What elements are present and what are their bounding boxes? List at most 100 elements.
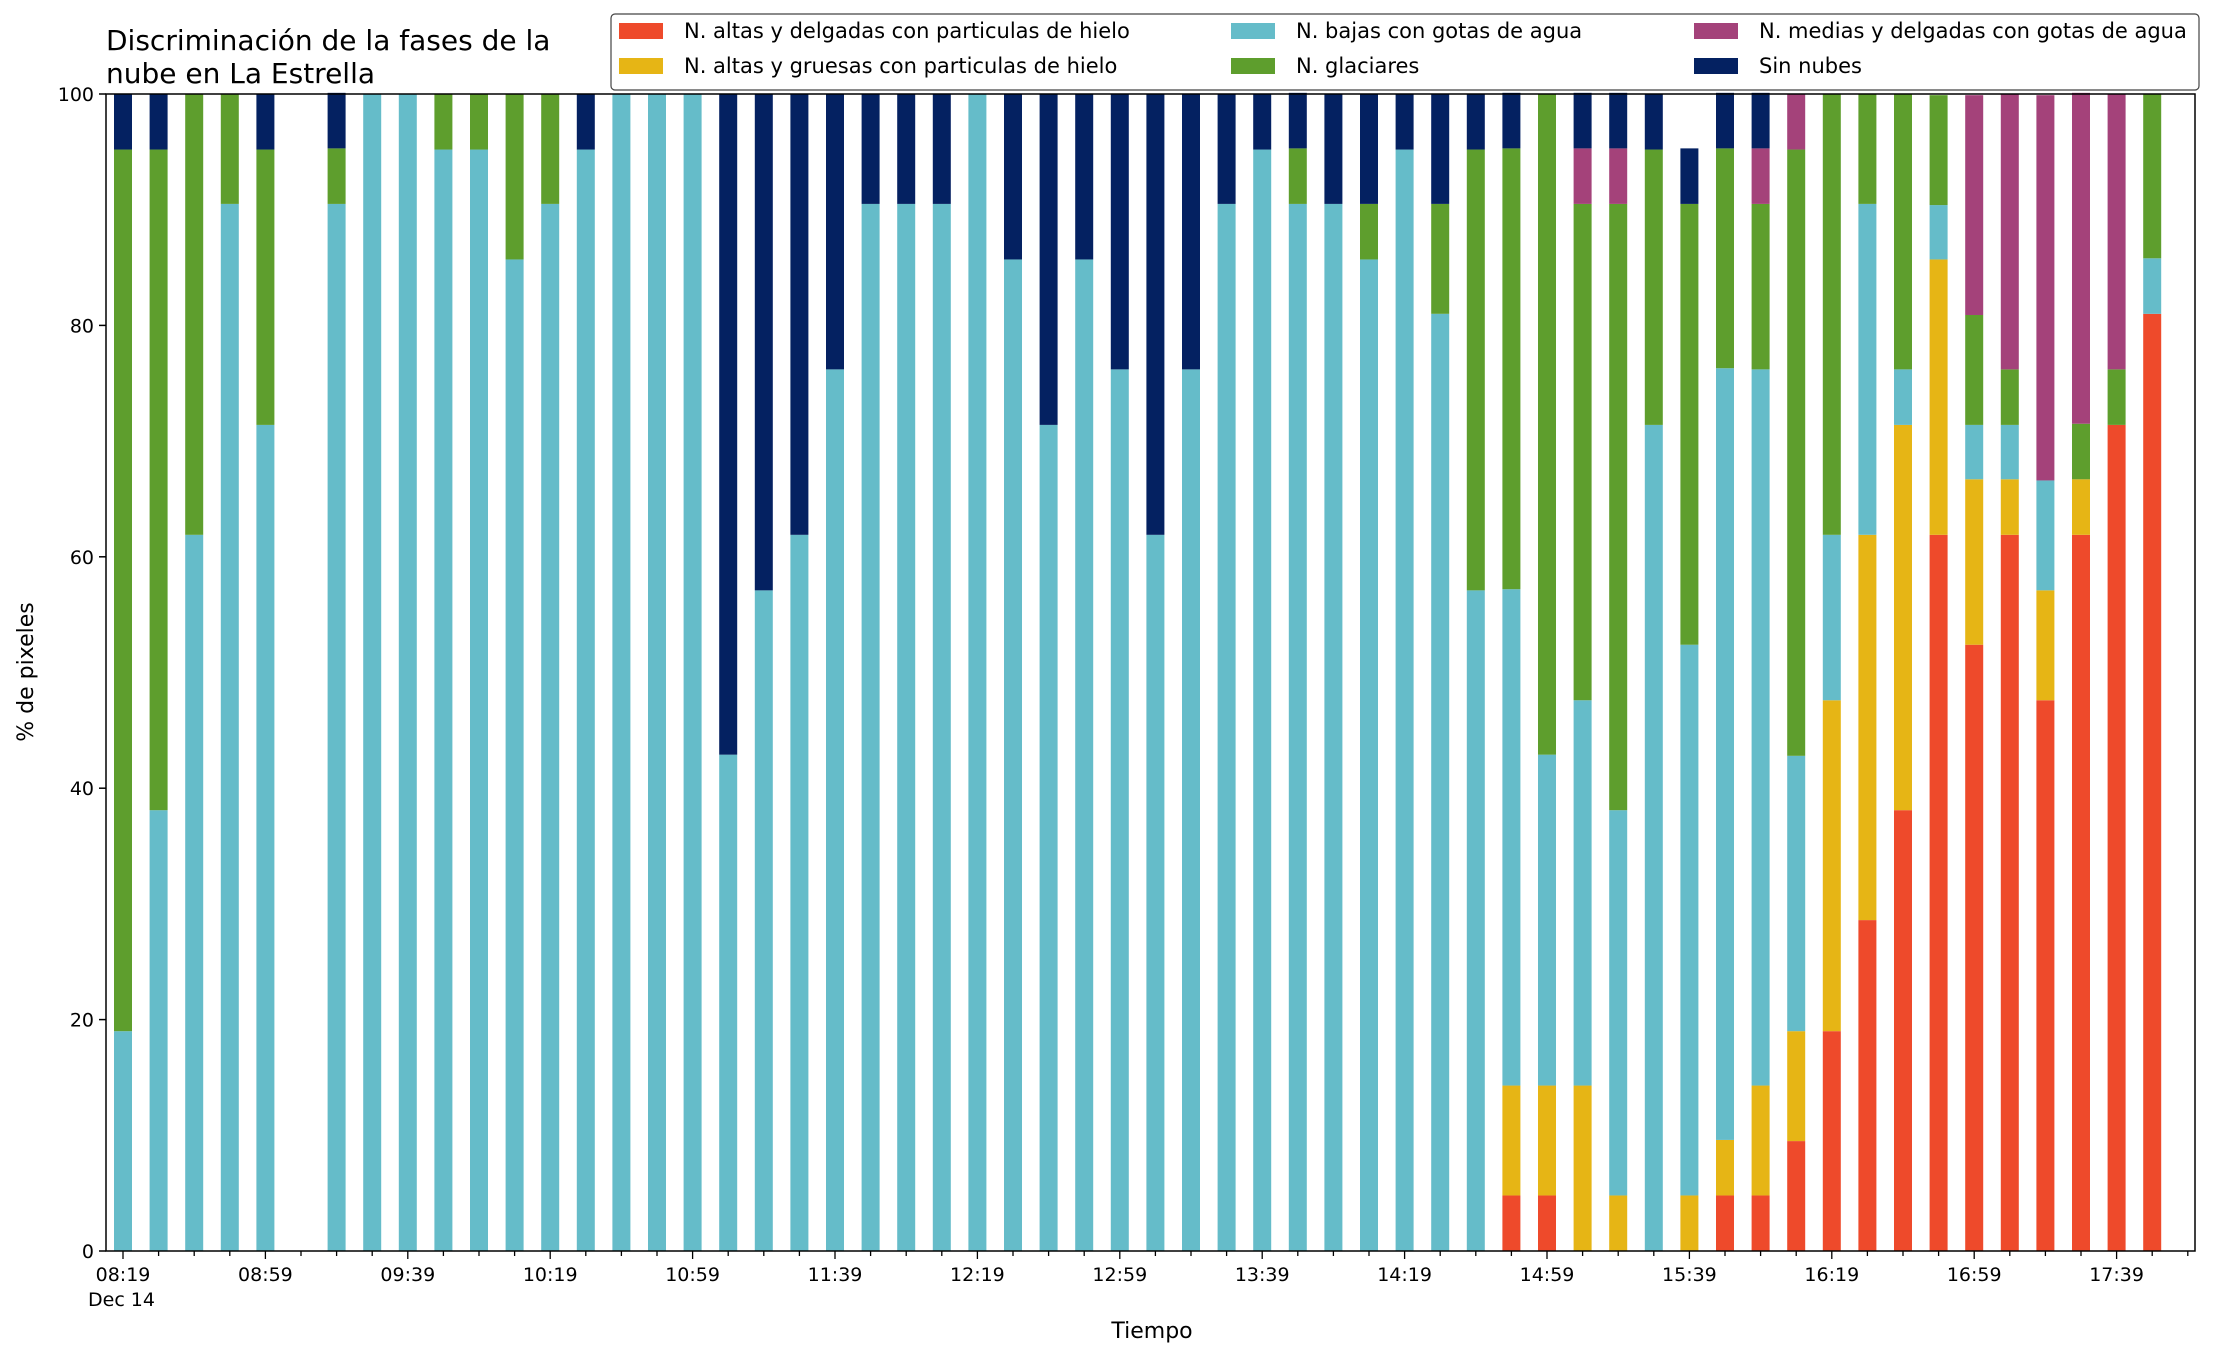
bar-segment-2-30 [1182, 369, 1200, 1251]
bar-segment-2-36 [1395, 149, 1414, 1251]
bar-segment-2-28 [1110, 369, 1129, 1251]
bar-segment-2-26 [1039, 424, 1058, 1251]
bar-segment-2-50 [1894, 369, 1912, 425]
legend-swatch-5 [1694, 58, 1738, 74]
y-tick-label-2: 40 [70, 778, 94, 800]
legend-box [610, 13, 2200, 91]
bar-segment-2-43 [1644, 424, 1663, 1251]
legend-label-0: N. altas y delgadas con particulas de hi… [684, 19, 1130, 43]
bar-segment-5-43 [1644, 94, 1663, 150]
bar-segment-5-23 [932, 94, 951, 204]
bar-segment-1-46 [1751, 1085, 1770, 1196]
chart-title-line-2: nube en La Estrella [106, 57, 375, 90]
bar-segment-2-10 [470, 149, 488, 1251]
legend-label-4: N. medias y delgadas con gotas de agua [1759, 19, 2187, 43]
y-tick-label-1: 20 [70, 1010, 94, 1032]
bar-segment-2-35 [1360, 259, 1378, 1251]
bar-segment-0-57 [2143, 313, 2162, 1252]
bar-segment-3-11 [505, 94, 524, 260]
bar-segment-2-27 [1075, 259, 1094, 1251]
bar-segment-3-43 [1644, 149, 1663, 425]
x-tick-label-24: 12:19 [950, 1264, 1005, 1286]
bar-segment-1-45 [1716, 1139, 1734, 1196]
bar-segment-5-1 [149, 94, 168, 150]
y-tick-label-0: 0 [82, 1241, 94, 1263]
bar-segment-2-57 [2143, 258, 2162, 314]
bar-segment-3-49 [1858, 94, 1877, 204]
bar-segment-2-24 [968, 94, 987, 1251]
bar-segment-5-19 [790, 94, 809, 535]
bar-segment-2-4 [256, 424, 275, 1251]
legend-swatch-0 [619, 23, 663, 39]
x-tick-label-12: 10:19 [523, 1264, 578, 1286]
legend-swatch-1 [619, 58, 663, 74]
bar-segment-3-53 [2000, 369, 2019, 425]
bar-segment-5-41 [1573, 92, 1592, 149]
bar-segment-5-17 [719, 94, 738, 755]
bar-segment-1-51 [1929, 259, 1948, 535]
bar-segment-5-30 [1182, 94, 1200, 370]
bar-segment-1-42 [1609, 1195, 1628, 1251]
bar-segment-2-48 [1822, 534, 1841, 701]
bar-segment-2-20 [826, 369, 844, 1251]
bar-segment-5-22 [897, 94, 916, 204]
bar-segment-5-39 [1502, 92, 1521, 149]
bar-segment-0-50 [1894, 810, 1912, 1251]
bar-segment-3-48 [1822, 94, 1841, 535]
bar-segment-0-49 [1858, 920, 1877, 1251]
legend-label-1: N. altas y gruesas con particulas de hie… [684, 54, 1117, 78]
x-axis: 08:19 08:59 09:39 10:19 10:59 11:39 12:19 12:59… [96, 1251, 2189, 1286]
bar-segment-2-0 [114, 1031, 132, 1251]
bar-segment-3-47 [1787, 149, 1806, 756]
bar-segment-2-11 [505, 259, 524, 1251]
bar-segment-5-33 [1288, 92, 1307, 149]
y-axis: 0 20 40 60 80 100 [58, 84, 106, 1263]
bar-segment-2-19 [790, 534, 809, 1251]
bar-segment-2-9 [434, 149, 453, 1251]
bar-segment-1-53 [2000, 479, 2019, 535]
bar-segment-3-41 [1573, 203, 1592, 701]
bar-segment-3-57 [2143, 94, 2162, 259]
bar-segment-3-9 [434, 94, 453, 150]
bar-segment-0-40 [1538, 1195, 1556, 1251]
bar-segment-2-53 [2000, 424, 2019, 480]
bar-segment-2-45 [1716, 368, 1734, 1140]
bar-segment-3-2 [185, 94, 204, 535]
legend-label-5: Sin nubes [1759, 54, 1862, 78]
bar-segment-2-41 [1573, 700, 1592, 1086]
bar-segment-2-15 [648, 94, 666, 1251]
bar-segment-1-52 [1965, 479, 1984, 645]
x-axis-date-label: Dec 14 [88, 1289, 155, 1311]
bar-segment-3-35 [1360, 203, 1378, 260]
bar-segment-3-39 [1502, 148, 1521, 590]
bar-segment-5-27 [1075, 94, 1094, 260]
bar-segment-4-46 [1751, 148, 1770, 204]
legend-swatch-4 [1694, 23, 1738, 39]
bar-segment-2-42 [1609, 810, 1628, 1196]
bar-segment-2-32 [1253, 149, 1272, 1251]
bar-segment-0-52 [1965, 644, 1984, 1251]
bar-segment-0-48 [1822, 1031, 1841, 1251]
bar-segment-3-12 [541, 94, 560, 204]
bar-segment-3-46 [1751, 203, 1770, 370]
bar-segment-1-44 [1680, 1195, 1699, 1251]
x-tick-label-8: 09:39 [380, 1264, 435, 1286]
bar-segment-4-54 [2036, 95, 2055, 481]
bar-segment-0-45 [1716, 1195, 1734, 1251]
bar-segment-5-4 [256, 94, 275, 150]
bar-segment-3-45 [1716, 148, 1734, 369]
bar-segment-3-3 [220, 94, 239, 204]
bar-segment-1-47 [1787, 1031, 1806, 1142]
bar-segment-5-34 [1324, 94, 1343, 204]
bar-segment-0-54 [2036, 700, 2055, 1251]
bar-segment-2-37 [1431, 313, 1450, 1252]
bar-segment-2-17 [719, 754, 738, 1251]
bar-segment-2-13 [576, 149, 595, 1251]
bar-segment-2-22 [897, 203, 916, 1251]
bar-segment-2-54 [2036, 480, 2055, 591]
x-tick-label-28: 12:59 [1092, 1264, 1147, 1286]
chart-title-line-1: Discriminación de la fases de la [106, 24, 550, 57]
y-tick-label-5: 100 [58, 84, 94, 106]
bar-segment-3-42 [1609, 203, 1628, 811]
x-axis-title: Tiempo [1110, 1319, 1192, 1344]
